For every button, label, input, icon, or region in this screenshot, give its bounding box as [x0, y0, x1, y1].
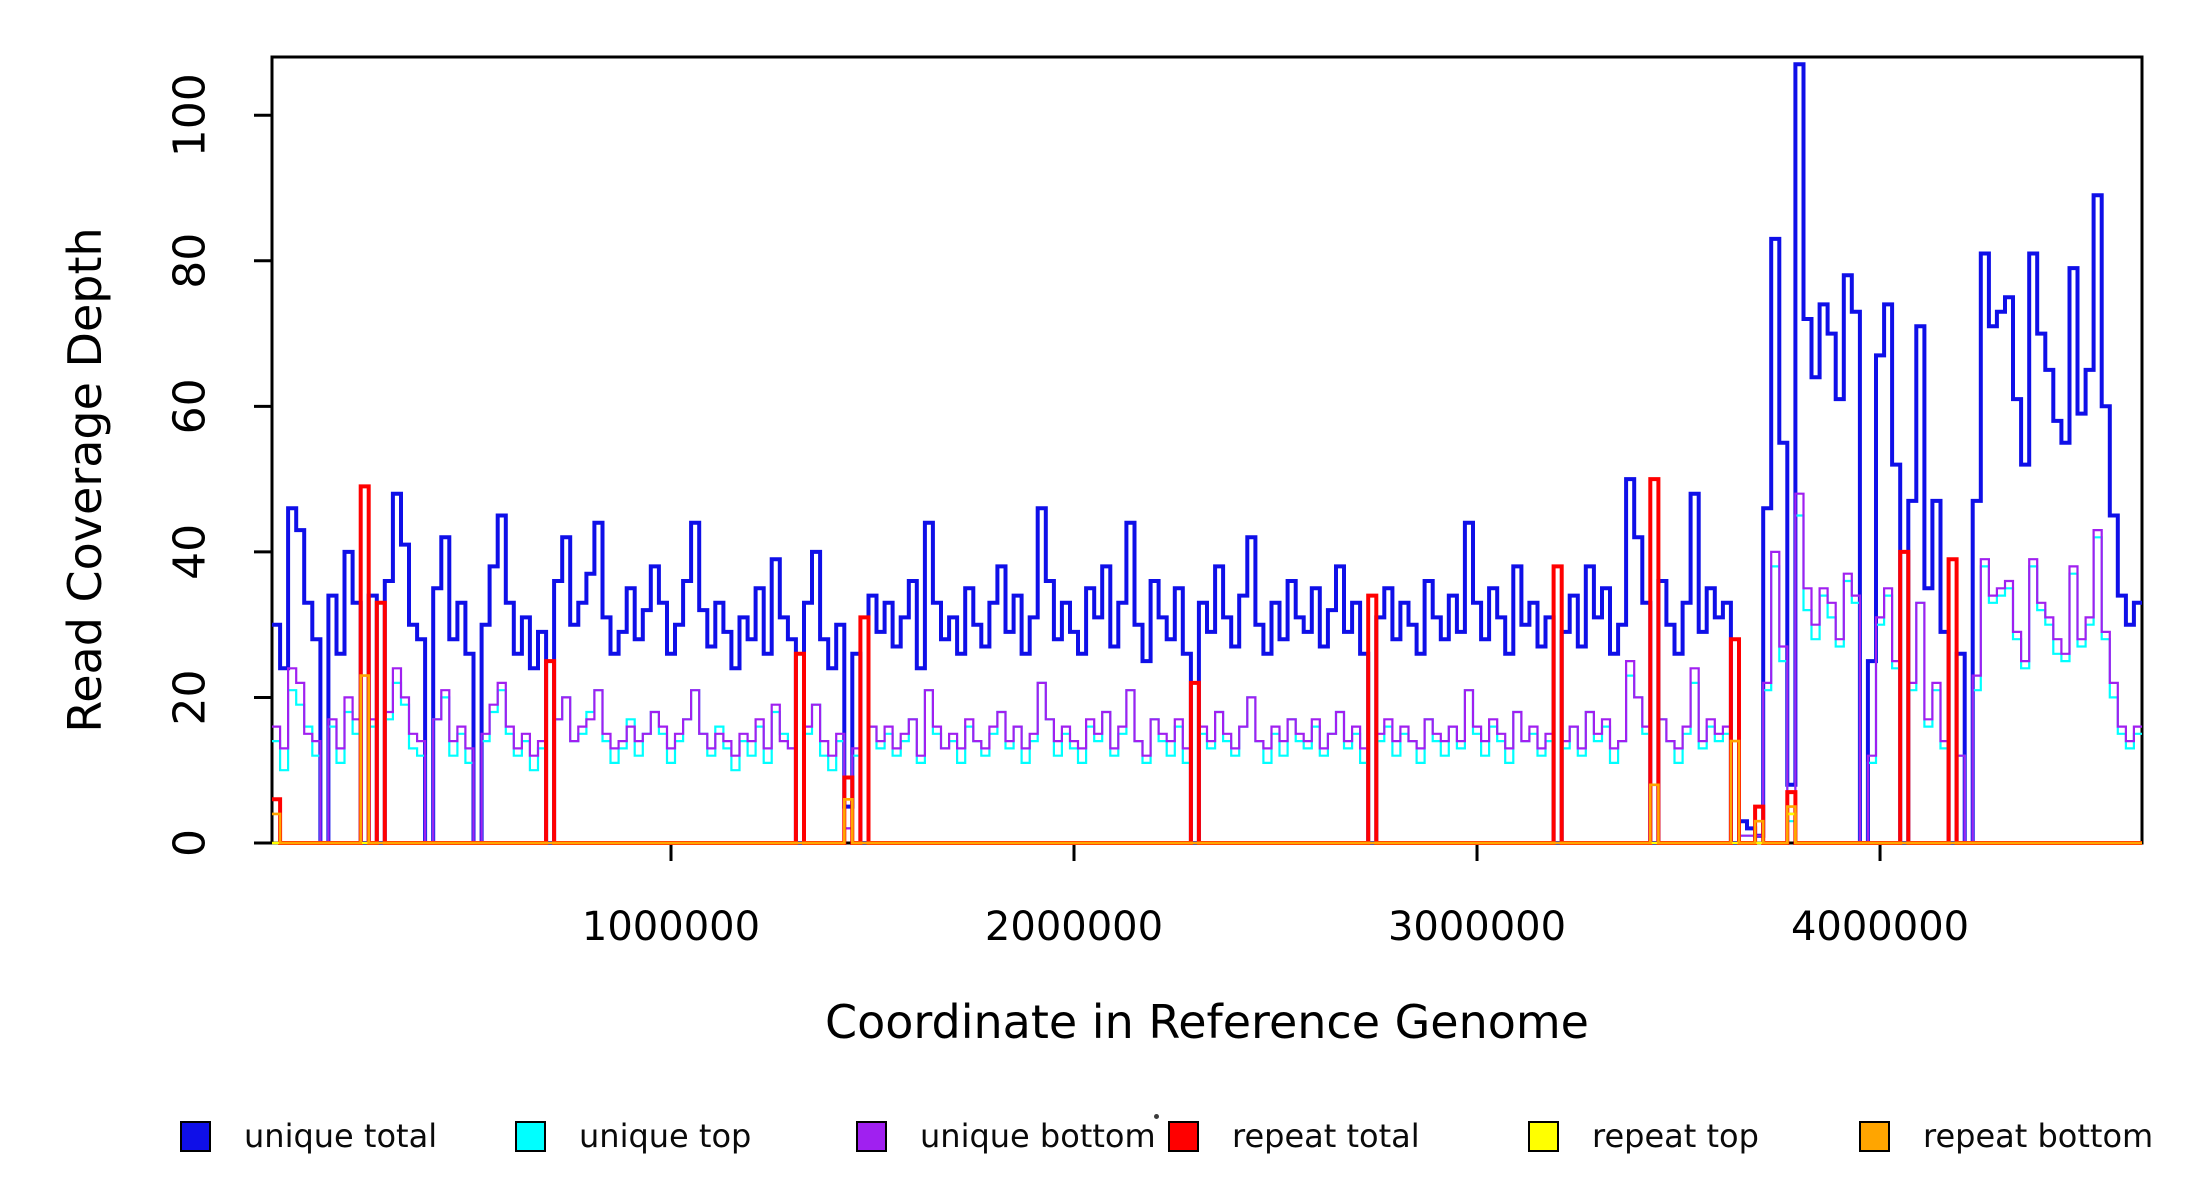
legend-label: unique top [579, 1117, 752, 1155]
y-axis-title: Read Coverage Depth [58, 227, 112, 733]
y-tick-label: 0 [165, 829, 216, 857]
x-tick-label: 4000000 [1791, 904, 1969, 950]
x-tick-label: 2000000 [985, 904, 1163, 950]
stray-mark [1154, 1114, 1159, 1119]
legend-item-repeat-total: repeat total [1168, 1117, 1420, 1155]
series-unique-total [272, 62, 2142, 845]
y-tick-label: 100 [165, 73, 216, 157]
repeat-total-swatch-icon [1168, 1120, 1199, 1152]
legend-item-unique-top: unique top [515, 1117, 752, 1155]
unique-bottom-swatch-icon [856, 1120, 887, 1152]
x-tick-label: 3000000 [1388, 904, 1566, 950]
legend-label: repeat bottom [1923, 1117, 2154, 1155]
legend-item-repeat-bottom: repeat bottom [1859, 1117, 2154, 1155]
legend-item-unique-total: unique total [180, 1117, 438, 1155]
legend-label: unique bottom [920, 1117, 1156, 1155]
repeat-top-swatch-icon [1528, 1120, 1559, 1152]
unique-top-swatch-icon [515, 1120, 546, 1152]
x-tick-label: 1000000 [582, 904, 760, 950]
series-unique-bottom [272, 492, 2142, 845]
y-tick-label: 20 [165, 669, 216, 725]
y-tick-label: 80 [165, 233, 216, 289]
legend-item-repeat-top: repeat top [1528, 1117, 1759, 1155]
series-repeat-bottom [272, 674, 2142, 845]
legend-label: repeat total [1232, 1117, 1420, 1155]
legend-item-unique-bottom: unique bottom [856, 1117, 1156, 1155]
y-tick-label: 40 [165, 524, 216, 580]
unique-total-swatch-icon [180, 1120, 211, 1152]
x-axis-title: Coordinate in Reference Genome [825, 995, 1589, 1049]
legend-label: repeat top [1592, 1117, 1759, 1155]
y-tick-label: 60 [165, 378, 216, 434]
legend-label: unique total [244, 1117, 438, 1155]
repeat-bottom-swatch-icon [1859, 1120, 1890, 1152]
